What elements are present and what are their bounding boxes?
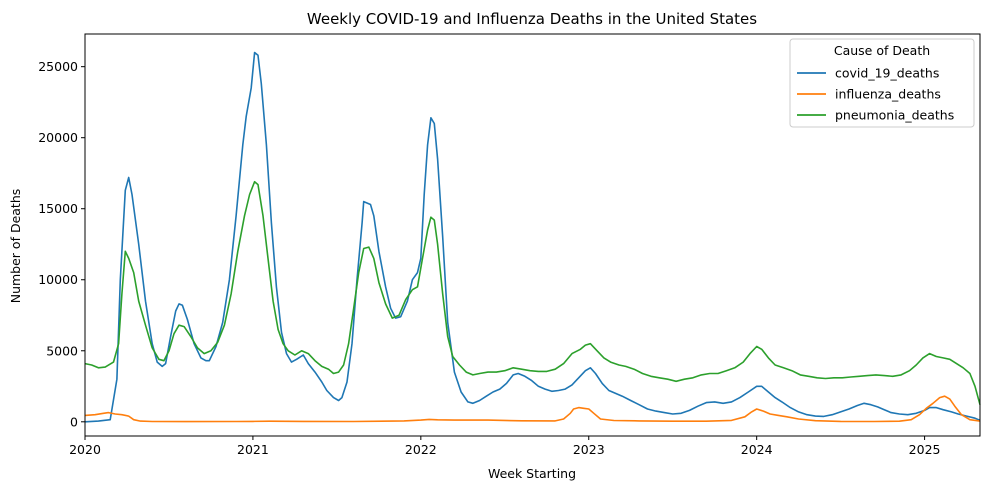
y-tick-label: 10000 bbox=[38, 272, 78, 287]
x-tick-label: 2024 bbox=[741, 442, 773, 457]
y-tick-label: 20000 bbox=[38, 130, 78, 145]
y-tick-label: 5000 bbox=[46, 343, 78, 358]
legend-label: influenza_deaths bbox=[835, 87, 941, 102]
chart-title: Weekly COVID-19 and Influenza Deaths in … bbox=[307, 10, 757, 28]
y-tick-label: 15000 bbox=[38, 201, 78, 216]
x-axis-label: Week Starting bbox=[488, 466, 576, 481]
y-axis-ticks: 0 5000 10000 15000 20000 25000 bbox=[38, 59, 85, 429]
x-tick-label: 2023 bbox=[573, 442, 605, 457]
series-line-influenza_deaths bbox=[84, 395, 981, 423]
y-tick-label: 25000 bbox=[38, 59, 78, 74]
x-tick-label: 2020 bbox=[69, 442, 101, 457]
legend: Cause of Death covid_19_deaths influenza_… bbox=[789, 38, 975, 128]
x-tick-label: 2022 bbox=[405, 442, 437, 457]
series-line-covid_19_deaths bbox=[84, 51, 981, 423]
series-line-pneumonia_deaths bbox=[84, 180, 981, 405]
y-tick-label: 0 bbox=[70, 414, 78, 429]
x-tick-label: 2025 bbox=[909, 442, 941, 457]
y-axis-label: Number of Deaths bbox=[8, 189, 23, 304]
legend-box bbox=[789, 38, 975, 128]
legend-title: Cause of Death bbox=[834, 43, 930, 58]
legend-label: covid_19_deaths bbox=[835, 66, 939, 81]
legend-label: pneumonia_deaths bbox=[835, 108, 954, 123]
x-tick-label: 2021 bbox=[237, 442, 269, 457]
plot-frame bbox=[84, 33, 981, 437]
x-axis-ticks: 2020 2021 2022 2023 2024 2025 bbox=[69, 436, 940, 457]
series-layer bbox=[84, 51, 981, 423]
